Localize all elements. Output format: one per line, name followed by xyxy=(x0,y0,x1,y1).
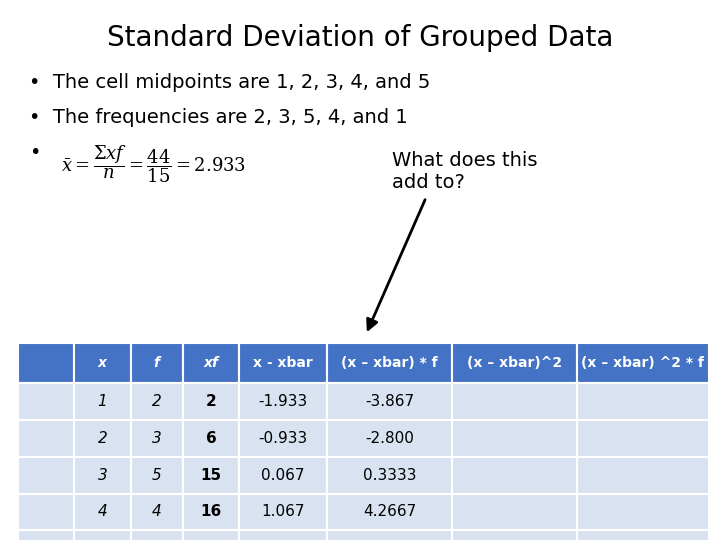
Text: 4.2667: 4.2667 xyxy=(363,504,416,519)
Bar xyxy=(577,420,709,457)
Bar xyxy=(577,383,709,420)
Bar xyxy=(18,494,74,530)
Bar xyxy=(130,383,183,420)
Text: -2.800: -2.800 xyxy=(365,431,414,446)
Bar xyxy=(74,383,130,420)
Bar xyxy=(183,383,239,420)
Text: x: x xyxy=(98,356,107,370)
Text: 4: 4 xyxy=(152,504,161,519)
Bar xyxy=(328,457,452,494)
Bar xyxy=(577,494,709,530)
Text: 2: 2 xyxy=(152,394,161,409)
Bar xyxy=(577,530,709,540)
Bar xyxy=(183,494,239,530)
Bar xyxy=(452,383,577,420)
Text: -1.933: -1.933 xyxy=(258,394,308,409)
Bar xyxy=(328,420,452,457)
Text: 3: 3 xyxy=(152,431,161,446)
Text: What does this
add to?: What does this add to? xyxy=(392,151,538,192)
Bar xyxy=(328,343,452,383)
Text: •  The cell midpoints are 1, 2, 3, 4, and 5: • The cell midpoints are 1, 2, 3, 4, and… xyxy=(29,73,430,92)
Bar xyxy=(452,343,577,383)
Text: 2: 2 xyxy=(97,431,107,446)
Text: 2: 2 xyxy=(205,394,216,409)
Bar xyxy=(452,457,577,494)
Text: x - xbar: x - xbar xyxy=(253,356,313,370)
Text: (x – xbar) * f: (x – xbar) * f xyxy=(341,356,438,370)
Bar xyxy=(239,494,328,530)
Bar xyxy=(183,343,239,383)
Bar xyxy=(239,343,328,383)
Text: 1.067: 1.067 xyxy=(261,504,305,519)
Bar xyxy=(130,457,183,494)
Text: 5: 5 xyxy=(152,468,161,483)
Bar xyxy=(130,494,183,530)
Bar xyxy=(74,494,130,530)
Text: 0.067: 0.067 xyxy=(261,468,305,483)
Text: Standard Deviation of Grouped Data: Standard Deviation of Grouped Data xyxy=(107,24,613,52)
Bar xyxy=(183,420,239,457)
Text: xf: xf xyxy=(203,356,218,370)
Bar xyxy=(74,343,130,383)
Bar xyxy=(239,420,328,457)
Text: -0.933: -0.933 xyxy=(258,431,308,446)
Bar xyxy=(18,420,74,457)
Text: 16: 16 xyxy=(200,504,222,519)
Bar xyxy=(74,420,130,457)
Text: 0.3333: 0.3333 xyxy=(363,468,416,483)
Text: 6: 6 xyxy=(205,431,216,446)
Bar xyxy=(18,383,74,420)
Text: $\bar{x} = \dfrac{\Sigma xf}{n} = \dfrac{44}{15} = 2.933$: $\bar{x} = \dfrac{\Sigma xf}{n} = \dfrac… xyxy=(61,143,246,185)
Bar xyxy=(239,457,328,494)
Text: •: • xyxy=(29,143,40,162)
Text: f: f xyxy=(153,356,160,370)
Bar xyxy=(18,343,74,383)
Bar xyxy=(328,494,452,530)
Bar xyxy=(577,343,709,383)
Bar xyxy=(183,457,239,494)
Bar xyxy=(239,383,328,420)
Bar xyxy=(452,530,577,540)
Text: 15: 15 xyxy=(200,468,222,483)
Text: 1: 1 xyxy=(97,394,107,409)
Bar xyxy=(130,343,183,383)
Bar xyxy=(18,530,74,540)
Text: -3.867: -3.867 xyxy=(365,394,414,409)
Bar xyxy=(328,530,452,540)
Text: (x – xbar) ^2 * f: (x – xbar) ^2 * f xyxy=(582,356,704,370)
Bar xyxy=(183,530,239,540)
Bar xyxy=(452,420,577,457)
Bar xyxy=(74,530,130,540)
Bar xyxy=(452,494,577,530)
Bar xyxy=(74,457,130,494)
Text: 4: 4 xyxy=(97,504,107,519)
Bar xyxy=(577,457,709,494)
Bar xyxy=(239,530,328,540)
Text: (x – xbar)^2: (x – xbar)^2 xyxy=(467,356,562,370)
Text: •  The frequencies are 2, 3, 5, 4, and 1: • The frequencies are 2, 3, 5, 4, and 1 xyxy=(29,108,408,127)
Bar xyxy=(130,530,183,540)
Bar xyxy=(328,383,452,420)
Text: 3: 3 xyxy=(97,468,107,483)
Bar xyxy=(18,457,74,494)
Bar xyxy=(130,420,183,457)
